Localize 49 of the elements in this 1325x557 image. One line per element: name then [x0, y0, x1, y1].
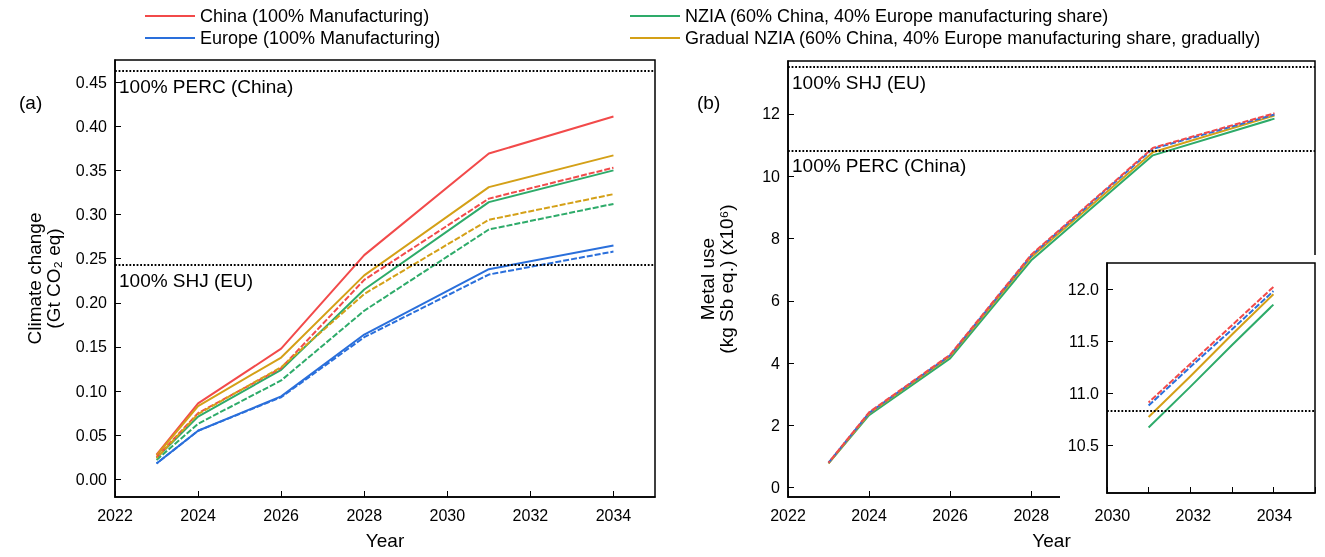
y-tick-label: 0.35 — [75, 161, 108, 179]
y-tick-label: 0.15 — [75, 338, 108, 356]
legend-label: NZIA (60% China, 40% Europe manufacturing share) — [685, 6, 1109, 26]
text: (a) — [19, 92, 43, 113]
x-tick-label: 2030 — [429, 506, 466, 524]
legend-label: Europe (100% Manufacturing) — [200, 28, 441, 48]
y-tick-label: 0.10 — [75, 382, 108, 400]
y-tick-label: 2 — [771, 416, 781, 434]
legend-label: Gradual NZIA (60% China, 40% Europe manufacturing share, gradually) — [685, 28, 1261, 48]
x-tick-label: 2026 — [263, 506, 300, 524]
x-tick-label: 2028 — [1013, 506, 1050, 524]
ref-line-label: 100% PERC (China) — [792, 155, 967, 177]
y-tick-label: 0.05 — [75, 426, 108, 444]
text: (b) — [697, 92, 721, 113]
y-tick-label: 4 — [771, 354, 781, 372]
ref-line-label: 100% PERC (China) — [119, 75, 294, 97]
x-tick-label: 2022 — [770, 506, 806, 524]
y-axis-title: Metal use (kg Sb eq.) (x10⁶) — [697, 204, 737, 354]
y-tick-label: 12 — [762, 105, 781, 123]
y-tick-label: 0.25 — [75, 250, 108, 268]
y-tick-label: 0.40 — [75, 117, 108, 135]
y-tick-label: 11.5 — [1069, 332, 1100, 350]
x-axis-title: Year — [365, 530, 405, 551]
x-tick-label: 2032 — [512, 506, 549, 524]
y-tick-label: 0.30 — [75, 205, 108, 223]
y-tick-label: 12.0 — [1067, 280, 1100, 298]
x-tick-label: 2028 — [346, 506, 383, 524]
y-tick-label: 6 — [771, 292, 781, 310]
ref-line-label: 100% SHJ (EU) — [119, 269, 254, 291]
y-tick-label: 0.20 — [75, 294, 108, 312]
legend-label: China (100% Manufacturing) — [200, 6, 430, 26]
x-tick-label: 2034 — [1256, 506, 1293, 524]
x-tick-label: 2024 — [180, 506, 216, 524]
y-tick-label: 0.45 — [75, 73, 108, 91]
y-tick-label: 8 — [771, 230, 781, 248]
y-axis-title: Climate change (Gt CO₂ eq) — [24, 212, 64, 345]
x-tick-label: 2026 — [932, 506, 969, 524]
x-tick-label: 2024 — [851, 506, 887, 524]
x-tick-label: 2022 — [97, 506, 133, 524]
y-tick-label: 10.5 — [1067, 436, 1100, 454]
x-axis-title: Year — [1032, 530, 1072, 551]
x-tick-label: 2030 — [1094, 506, 1131, 524]
x-tick-label: 2034 — [595, 506, 632, 524]
y-tick-label: 0 — [771, 479, 781, 497]
y-tick-label: 10 — [762, 167, 781, 185]
y-tick-label: 0.00 — [75, 470, 108, 488]
ref-line-label: 100% SHJ (EU) — [792, 72, 927, 94]
y-tick-label: 11.0 — [1069, 384, 1100, 402]
x-tick-label: 2032 — [1175, 506, 1212, 524]
